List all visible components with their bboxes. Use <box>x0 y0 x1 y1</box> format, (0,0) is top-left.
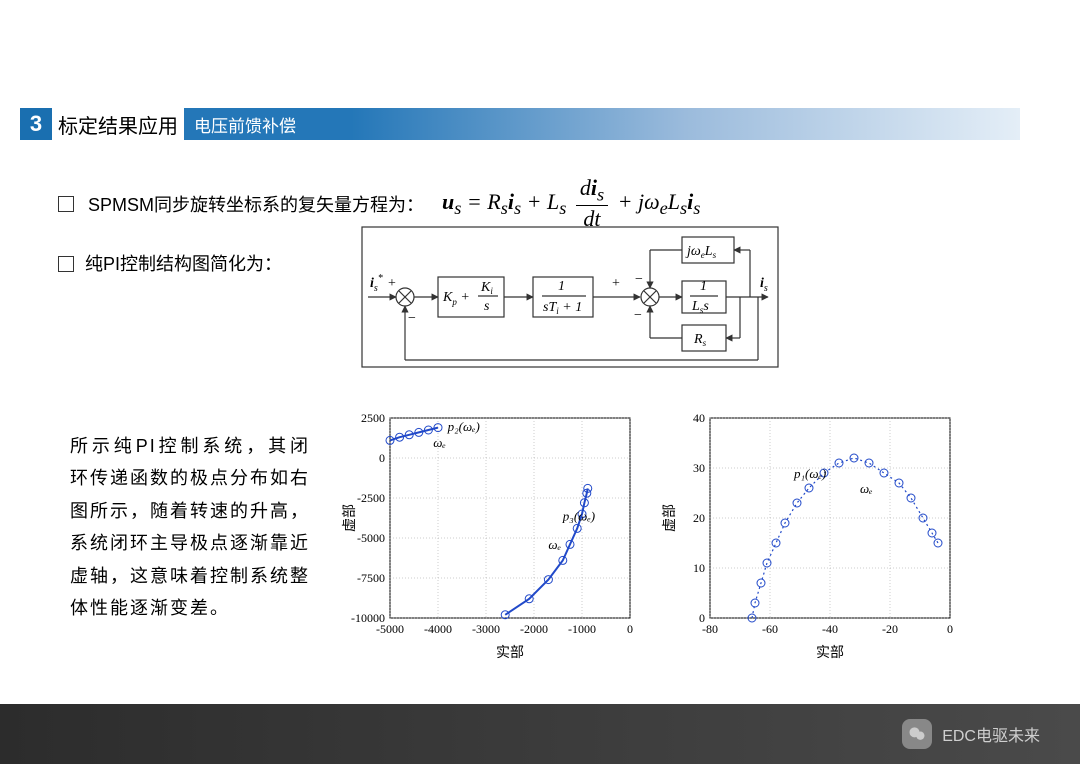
svg-text:ωₑ: ωₑ <box>860 481 873 496</box>
svg-text:is: is <box>760 276 768 294</box>
svg-text:Kp +: Kp + <box>442 290 470 307</box>
svg-text:-4000: -4000 <box>424 622 452 636</box>
svg-text:实部: 实部 <box>496 644 524 660</box>
svg-text:0: 0 <box>699 611 705 625</box>
svg-text:Rs: Rs <box>693 332 707 348</box>
svg-text:虚部: 虚部 <box>341 504 357 532</box>
svg-text:+: + <box>388 276 396 291</box>
svg-text:-3000: -3000 <box>472 622 500 636</box>
section-header: 3 标定结果应用 电压前馈补偿 <box>20 108 1020 140</box>
svg-text:0: 0 <box>947 622 953 636</box>
svg-text:-1000: -1000 <box>568 622 596 636</box>
eq-lhs: u <box>442 189 454 214</box>
pole-plot-right: -80-60-40-200403020100p₁(ωₑ)ωₑ实部虚部 <box>660 408 960 663</box>
svg-text:10: 10 <box>693 561 705 575</box>
svg-text:40: 40 <box>693 411 705 425</box>
svg-text:−: − <box>634 308 642 323</box>
block-diagram-intro-text: 纯PI控制结构图简化为： <box>85 254 282 274</box>
voltage-equation: us = Rsis + Ls dis dt + jωeLsis <box>442 175 700 232</box>
svg-text:-2500: -2500 <box>357 491 385 505</box>
svg-text:-2000: -2000 <box>520 622 548 636</box>
svg-text:−: − <box>408 311 416 326</box>
svg-text:ωₑ: ωₑ <box>433 435 446 450</box>
svg-text:-40: -40 <box>822 622 838 636</box>
svg-text:-60: -60 <box>762 622 778 636</box>
footer-brand: EDC电驱未来 <box>942 722 1040 746</box>
svg-text:0: 0 <box>627 622 633 636</box>
wechat-icon <box>902 719 932 749</box>
svg-text:-5000: -5000 <box>357 531 385 545</box>
svg-text:-7500: -7500 <box>357 571 385 585</box>
block-diagram-intro: 纯PI控制结构图简化为： <box>58 250 282 276</box>
pi-block-diagram: is* + − Kp + Ki s 1 sTi + 1 + − − 1 Lss … <box>350 225 790 370</box>
svg-text:p₂(ωₑ): p₂(ωₑ) <box>447 419 480 434</box>
svg-text:30: 30 <box>693 461 705 475</box>
svg-text:Lss: Lss <box>691 299 709 315</box>
bullet-box-icon <box>58 196 74 212</box>
section-number: 3 <box>20 108 52 140</box>
svg-text:实部: 实部 <box>816 644 844 660</box>
section-title: 标定结果应用 <box>52 108 184 140</box>
svg-text:p₃(ωₑ): p₃(ωₑ) <box>562 508 595 523</box>
svg-text:+: + <box>612 276 620 291</box>
svg-text:20: 20 <box>693 511 705 525</box>
svg-text:ωₑ: ωₑ <box>548 537 561 552</box>
svg-text:-10000: -10000 <box>351 611 385 625</box>
svg-text:−: − <box>635 272 643 287</box>
description-text: 所示纯PI控制系统，其闭环传递函数的极点分布如右图所示，随着转速的升高，系统闭环… <box>70 430 310 624</box>
svg-text:jωeLs: jωeLs <box>685 244 717 260</box>
section-subtitle: 电压前馈补偿 <box>184 108 1020 140</box>
footer-bar: EDC电驱未来 <box>0 704 1080 764</box>
svg-text:s: s <box>484 299 490 314</box>
equation-row: SPMSM同步旋转坐标系的复矢量方程为： us = Rsis + Ls dis … <box>58 175 700 232</box>
svg-text:2500: 2500 <box>361 411 385 425</box>
svg-text:p₁(ωₑ): p₁(ωₑ) <box>793 466 826 481</box>
svg-text:sTi + 1: sTi + 1 <box>543 300 582 316</box>
svg-text:0: 0 <box>379 451 385 465</box>
svg-text:-20: -20 <box>882 622 898 636</box>
svg-text:is*: is* <box>370 273 383 294</box>
pole-plot-left: -5000-4000-3000-2000-1000025000-2500-500… <box>340 408 640 663</box>
svg-text:1: 1 <box>700 279 707 294</box>
svg-text:虚部: 虚部 <box>661 504 677 532</box>
svg-text:1: 1 <box>558 279 565 294</box>
equation-intro-text: SPMSM同步旋转坐标系的复矢量方程为： <box>88 191 424 217</box>
bullet-box-icon <box>58 256 74 272</box>
svg-text:Ki: Ki <box>480 280 493 296</box>
